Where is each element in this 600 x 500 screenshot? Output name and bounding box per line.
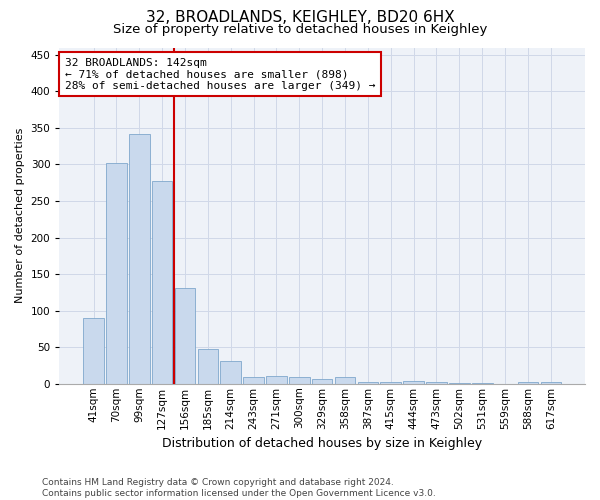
Bar [289,377,310,384]
Bar [152,180,172,384]
Bar [129,134,149,384]
Bar [541,382,561,384]
Bar [426,382,447,384]
Bar [472,383,493,384]
Bar [83,318,104,384]
Bar [335,377,355,384]
Bar [220,361,241,384]
Bar [175,288,195,384]
Bar [312,378,332,384]
Bar [106,163,127,384]
Text: Size of property relative to detached houses in Keighley: Size of property relative to detached ho… [113,22,487,36]
Bar [449,383,470,384]
Bar [197,350,218,384]
Bar [358,382,378,384]
X-axis label: Distribution of detached houses by size in Keighley: Distribution of detached houses by size … [162,437,482,450]
Text: Contains HM Land Registry data © Crown copyright and database right 2024.
Contai: Contains HM Land Registry data © Crown c… [42,478,436,498]
Y-axis label: Number of detached properties: Number of detached properties [15,128,25,304]
Bar [518,382,538,384]
Text: 32 BROADLANDS: 142sqm
← 71% of detached houses are smaller (898)
28% of semi-det: 32 BROADLANDS: 142sqm ← 71% of detached … [65,58,375,91]
Text: 32, BROADLANDS, KEIGHLEY, BD20 6HX: 32, BROADLANDS, KEIGHLEY, BD20 6HX [146,10,454,25]
Bar [380,382,401,384]
Bar [403,381,424,384]
Bar [266,376,287,384]
Bar [243,377,264,384]
